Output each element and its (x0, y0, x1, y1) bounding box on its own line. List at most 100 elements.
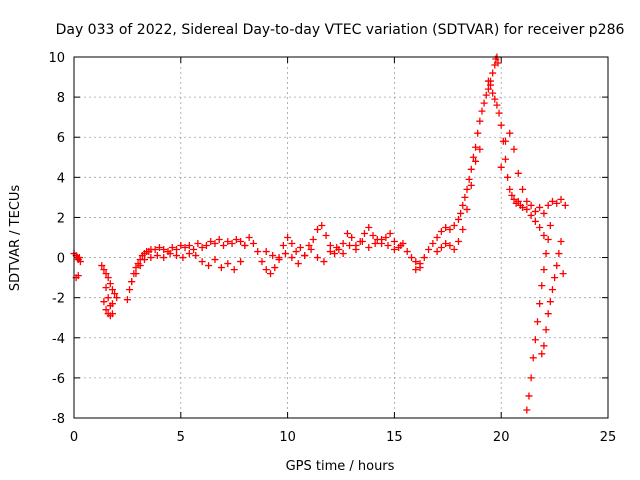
chart-title: Day 033 of 2022, Sidereal Day-to-day VTE… (56, 22, 625, 38)
data-point (542, 250, 550, 258)
data-point (480, 99, 488, 107)
data-point (249, 240, 257, 248)
data-point (493, 101, 501, 109)
data-point (76, 258, 84, 266)
data-point (540, 266, 548, 274)
data-point (217, 264, 225, 272)
data-point (523, 197, 531, 205)
data-point (437, 244, 445, 252)
data-point (544, 236, 552, 244)
data-point (497, 121, 505, 129)
data-point (108, 300, 116, 308)
y-tick-label: -2 (52, 292, 65, 307)
data-point (531, 207, 539, 215)
data-point (301, 252, 309, 260)
data-point (403, 248, 411, 256)
data-point (508, 191, 516, 199)
data-point (489, 89, 497, 97)
data-point (343, 229, 351, 237)
data-point (548, 197, 556, 205)
data-point (557, 238, 565, 246)
data-point (397, 242, 405, 250)
y-tick-label: -6 (52, 372, 65, 387)
data-point (542, 326, 550, 334)
data-point (160, 254, 168, 262)
data-point (474, 129, 482, 137)
data-point (314, 225, 322, 233)
data-point (378, 236, 386, 244)
data-point (288, 254, 296, 262)
data-point (553, 199, 561, 207)
data-point (463, 205, 471, 213)
data-point (258, 258, 266, 266)
series-segment-10 (497, 129, 548, 239)
data-point (207, 238, 215, 246)
data-point (546, 221, 554, 229)
data-point (538, 282, 546, 290)
data-point (476, 117, 484, 125)
data-point (420, 254, 428, 262)
data-point (132, 264, 140, 272)
data-point (450, 246, 458, 254)
y-tick-label: 2 (57, 211, 65, 226)
data-point (525, 392, 533, 400)
data-point (442, 240, 450, 248)
data-point (126, 286, 134, 294)
data-point (491, 95, 499, 103)
y-tick-label: 10 (48, 51, 65, 66)
series-segment-9 (484, 77, 569, 217)
data-point (476, 145, 484, 153)
series-segment-11 (523, 221, 554, 414)
data-point (514, 169, 522, 177)
data-point (224, 238, 232, 246)
data-point (102, 284, 110, 292)
data-point (151, 246, 159, 254)
data-point (102, 270, 110, 278)
data-point (160, 246, 168, 254)
series-segment-4 (128, 250, 245, 286)
series-segment-12 (538, 238, 567, 358)
data-point (523, 205, 531, 213)
data-point (185, 250, 193, 258)
data-point (555, 250, 563, 258)
data-point (211, 240, 219, 248)
data-point (484, 77, 492, 85)
data-point (339, 240, 347, 248)
data-point (173, 252, 181, 260)
data-point (339, 250, 347, 258)
data-point (510, 195, 518, 203)
data-point (228, 240, 236, 248)
series-segment-6 (262, 236, 405, 268)
data-point (104, 274, 112, 282)
data-point (382, 234, 390, 241)
plot-frame (73, 56, 609, 419)
data-point (478, 107, 486, 115)
series-segment-1 (70, 250, 84, 282)
data-point (262, 248, 270, 256)
data-point (309, 236, 317, 244)
data-point (459, 225, 467, 233)
data-point (153, 252, 161, 260)
data-point (185, 242, 193, 250)
data-point (412, 266, 420, 274)
data-point (326, 242, 334, 250)
data-point (365, 223, 373, 231)
data-point (546, 298, 554, 306)
data-point (540, 209, 548, 217)
data-point (98, 262, 106, 270)
data-point (544, 310, 552, 318)
data-point (425, 246, 433, 254)
data-point (461, 193, 469, 201)
data-point (467, 181, 475, 189)
data-point (457, 209, 465, 217)
data-point (254, 248, 262, 256)
data-point (281, 250, 289, 258)
data-point (536, 223, 544, 231)
data-point (433, 234, 441, 241)
data-point (463, 185, 471, 193)
data-point (442, 223, 450, 231)
data-point (348, 234, 356, 241)
series-segment-7 (412, 53, 502, 274)
x-tick-label: 5 (177, 430, 185, 445)
data-point (326, 248, 334, 256)
